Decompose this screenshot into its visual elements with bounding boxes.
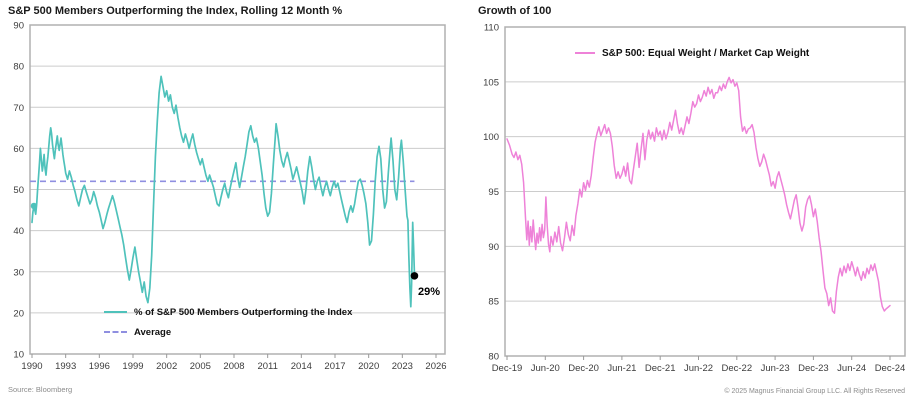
y-tick-label: 20 [13, 308, 24, 319]
members-outperforming-chart: 10 20 30 40 50 60 70 80 90 1990 1993 1996 1999 2002 20… [13, 21, 446, 373]
x-tick-label: 2014 [291, 361, 312, 372]
y-tick-label: 80 [488, 352, 499, 363]
end-value-annotation: 29% [418, 286, 441, 298]
right-chart-title: Growth of 100 [478, 5, 552, 17]
y-tick-label: 95 [488, 187, 499, 198]
legend-label-ratio: S&P 500: Equal Weight / Market Cap Weigh… [602, 47, 810, 59]
x-tick-label: 1990 [21, 361, 42, 372]
plot-border [504, 26, 906, 357]
end-marker-dot [410, 272, 419, 280]
y-tick-label: 110 [484, 23, 499, 34]
x-tick-label: 2008 [223, 361, 244, 372]
y-tick-label: 85 [488, 297, 499, 308]
x-tick-label: Jun-22 [684, 363, 713, 374]
x-tick-label: Dec-19 [492, 363, 523, 374]
y-tick-label: 60 [13, 144, 24, 155]
x-tick-label: Dec-23 [798, 363, 829, 374]
y-tick-label: 40 [13, 226, 24, 237]
plot-border [29, 24, 446, 355]
x-tick-label: Dec-22 [721, 363, 752, 374]
y-tick-label: 50 [13, 185, 24, 196]
x-tick-label: Jun-20 [531, 363, 560, 374]
legend-label-series: % of S&P 500 Members Outperforming the I… [134, 306, 353, 318]
legend-row-ratio: S&P 500: Equal Weight / Market Cap Weigh… [575, 45, 809, 61]
x-tick-label: 1996 [89, 361, 110, 372]
legend-row-series: % of S&P 500 Members Outperforming the I… [104, 302, 352, 322]
series-line [31, 75, 416, 308]
left-chart-legend: % of S&P 500 Members Outperforming the I… [104, 302, 352, 342]
x-tick-label: Jun-21 [607, 363, 636, 374]
x-tick-label: 2023 [392, 361, 413, 372]
left-chart-title: S&P 500 Members Outperforming the Index,… [8, 5, 343, 17]
copyright-note: © 2025 Magnus Financial Group LLC. All R… [724, 388, 905, 395]
x-tick-label: 2002 [156, 361, 177, 372]
legend-label-average: Average [134, 326, 172, 338]
start-marker-dot [30, 202, 38, 210]
legend-row-average: Average [104, 322, 352, 342]
y-tick-label: 80 [13, 62, 24, 73]
average-dashed-line-swatch [104, 331, 127, 333]
teal-line-swatch [104, 311, 127, 313]
y-tick-label: 90 [13, 21, 24, 32]
x-tick-label: 1993 [55, 361, 76, 372]
x-tick-label: Jun-23 [761, 363, 790, 374]
y-tick-label: 30 [13, 267, 24, 278]
x-tick-label: 2020 [358, 361, 379, 372]
x-tick-label: 1999 [122, 361, 143, 372]
pink-line-swatch [575, 52, 595, 54]
x-tick-label: Dec-21 [645, 363, 676, 374]
source-note: Source: Bloomberg [8, 385, 73, 394]
x-tick-label: 2005 [190, 361, 211, 372]
x-tick-label: Dec-20 [568, 363, 599, 374]
x-tick-label: Dec-24 [875, 363, 906, 374]
y-tick-label: 105 [483, 77, 499, 88]
series-line [506, 76, 891, 314]
right-chart-legend: S&P 500: Equal Weight / Market Cap Weigh… [575, 45, 809, 61]
x-tick-label: Jun-24 [837, 363, 866, 374]
y-tick-label: 90 [488, 242, 499, 253]
y-tick-label: 100 [483, 132, 499, 143]
y-tick-label: 10 [13, 350, 24, 361]
y-tick-label: 70 [13, 103, 24, 114]
growth-of-100-chart: 80 85 90 95 100 105 110 Dec-19 Jun-20 Dec-20 Jun-2… [483, 23, 906, 374]
x-tick-label: 2017 [324, 361, 345, 372]
x-tick-label: 2026 [425, 361, 446, 372]
x-tick-label: 2011 [257, 361, 277, 372]
